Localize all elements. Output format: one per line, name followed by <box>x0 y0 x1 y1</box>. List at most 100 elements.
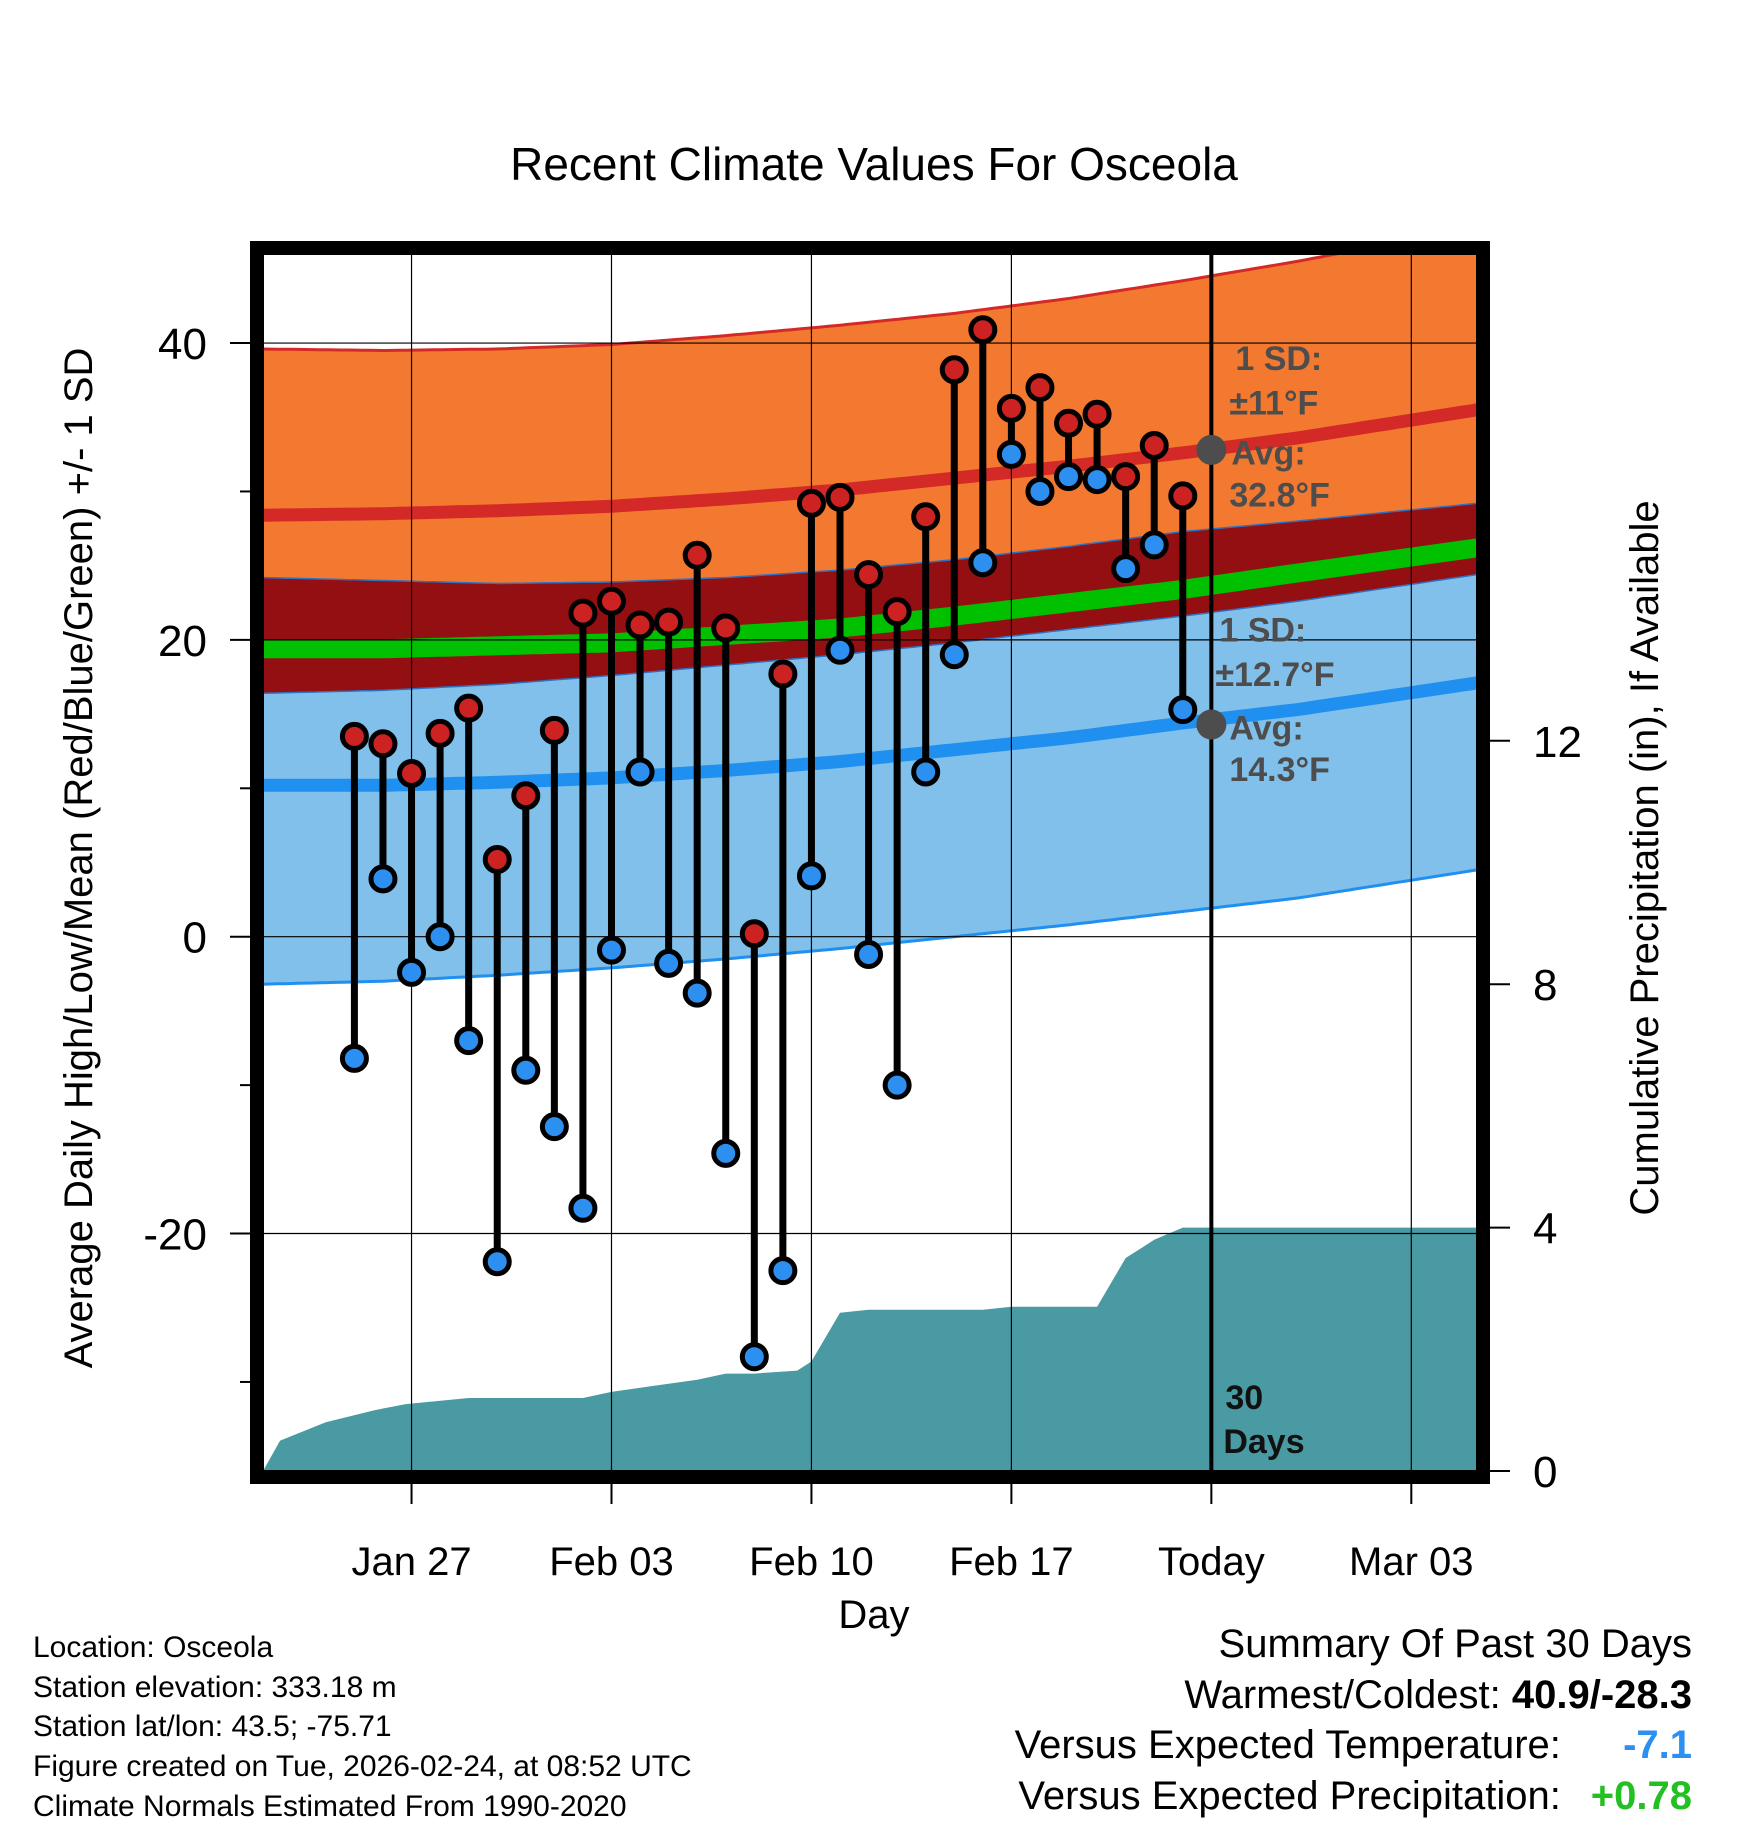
high-point <box>568 598 598 628</box>
high-point <box>511 781 541 811</box>
high-point <box>482 845 512 875</box>
info-latlon: Station lat/lon: 43.5; -75.71 <box>33 1710 392 1743</box>
high-point <box>825 482 855 512</box>
high-upper-line <box>263 254 1345 353</box>
low-point <box>996 439 1026 469</box>
low-point <box>568 1193 598 1223</box>
summary-title: Summary Of Past 30 Days <box>1218 1622 1692 1666</box>
low-point <box>539 1112 569 1142</box>
low-point <box>425 922 455 952</box>
summary-temp-value: -7.1 <box>1623 1723 1692 1767</box>
low-point <box>711 1138 741 1168</box>
low-point <box>397 957 427 987</box>
high-point <box>1054 408 1084 438</box>
high-sd-value: ±11°F <box>1229 384 1318 422</box>
summary-precip-value: +0.78 <box>1590 1774 1692 1818</box>
high-point <box>711 613 741 643</box>
high-point <box>539 715 569 745</box>
info-normals: Climate Normals Estimated From 1990-2020 <box>33 1790 627 1823</box>
x-tick-label: Feb 17 <box>949 1540 1074 1584</box>
high-point <box>882 597 912 627</box>
x-tick-label: Feb 10 <box>749 1540 874 1584</box>
high-point <box>397 758 427 788</box>
low-point <box>825 635 855 665</box>
low-avg-marker <box>1196 709 1227 740</box>
low-point <box>911 757 941 787</box>
low-point <box>854 940 884 970</box>
low-avg-label: Avg: <box>1229 709 1303 747</box>
y-left-tick-label: -20 <box>143 1211 207 1260</box>
high-avg-line <box>263 403 1477 522</box>
high-point <box>1025 373 1055 403</box>
x-tick-label: Today <box>1158 1540 1265 1584</box>
high-point <box>454 693 484 723</box>
high-point <box>911 502 941 532</box>
low-point <box>968 548 998 578</box>
y-right-tick-label: 4 <box>1533 1205 1557 1254</box>
high-point <box>939 355 969 385</box>
y-axis-right-label: Cumulative Precipitation (in), If Availa… <box>1623 500 1667 1215</box>
summary-warm-cold: Warmest/Coldest: 40.9/-28.3 <box>1184 1673 1692 1717</box>
high-point <box>739 919 769 949</box>
chart-title: Recent Climate Values For Osceola <box>510 138 1238 190</box>
high-point <box>425 718 455 748</box>
low-point <box>1025 476 1055 506</box>
y-left-tick-label: 20 <box>158 617 207 666</box>
y-right-tick-label: 0 <box>1533 1448 1557 1497</box>
high-avg-value: 32.8°F <box>1229 476 1330 514</box>
high-point <box>682 540 712 570</box>
window-unit: Days <box>1223 1423 1304 1461</box>
window-count: 30 <box>1225 1379 1263 1417</box>
plot-clipped-group <box>263 254 1477 1471</box>
high-point <box>796 488 826 518</box>
high-sd-label: 1 SD: <box>1235 340 1322 378</box>
info-created: Figure created on Tue, 2026-02-24, at 08… <box>33 1750 692 1783</box>
x-tick-label: Feb 03 <box>549 1540 674 1584</box>
low-point <box>482 1247 512 1277</box>
y-axis-left-label: Average Daily High/Low/Mean (Red/Blue/Gr… <box>57 348 101 1369</box>
high-point <box>596 586 626 616</box>
info-location: Location: Osceola <box>33 1631 274 1664</box>
y-left-tick-label: 0 <box>183 914 207 963</box>
low-point <box>511 1055 541 1085</box>
low-point <box>1139 530 1169 560</box>
y-left-tick-label: 40 <box>158 320 207 369</box>
x-tick-label: Jan 27 <box>351 1540 471 1584</box>
y-right-tick-label: 12 <box>1533 718 1582 767</box>
plot-frame <box>250 241 1490 1484</box>
low-point <box>1054 462 1084 492</box>
x-tick-label: Mar 03 <box>1349 1540 1474 1584</box>
low-point <box>939 640 969 670</box>
low-point <box>682 978 712 1008</box>
high-point <box>368 729 398 759</box>
high-point <box>996 393 1026 423</box>
summary-warm-cold-value: 40.9/-28.3 <box>1511 1673 1692 1717</box>
summary-precip: Versus Expected Precipitation: +0.78 <box>1018 1774 1692 1818</box>
low-point <box>596 935 626 965</box>
low-point <box>1111 554 1141 584</box>
low-sd-label: 1 SD: <box>1219 611 1306 649</box>
low-point <box>1168 695 1198 725</box>
high-avg-label: Avg: <box>1231 435 1305 473</box>
low-point <box>654 948 684 978</box>
low-point <box>339 1043 369 1073</box>
high-point <box>968 315 998 345</box>
x-axis-label: Day <box>838 1593 909 1637</box>
high-point <box>625 610 655 640</box>
low-avg-value: 14.3°F <box>1229 751 1330 789</box>
low-point <box>1082 465 1112 495</box>
high-point <box>1139 430 1169 460</box>
high-avg-marker <box>1196 434 1227 465</box>
high-point <box>1082 399 1112 429</box>
low-point <box>768 1256 798 1286</box>
high-point <box>1111 462 1141 492</box>
high-point <box>768 659 798 689</box>
low-point <box>739 1342 769 1372</box>
low-point <box>625 757 655 787</box>
high-point <box>339 721 369 751</box>
summary-temp: Versus Expected Temperature: -7.1 <box>1014 1723 1692 1767</box>
low-point <box>368 864 398 894</box>
low-point <box>796 861 826 891</box>
